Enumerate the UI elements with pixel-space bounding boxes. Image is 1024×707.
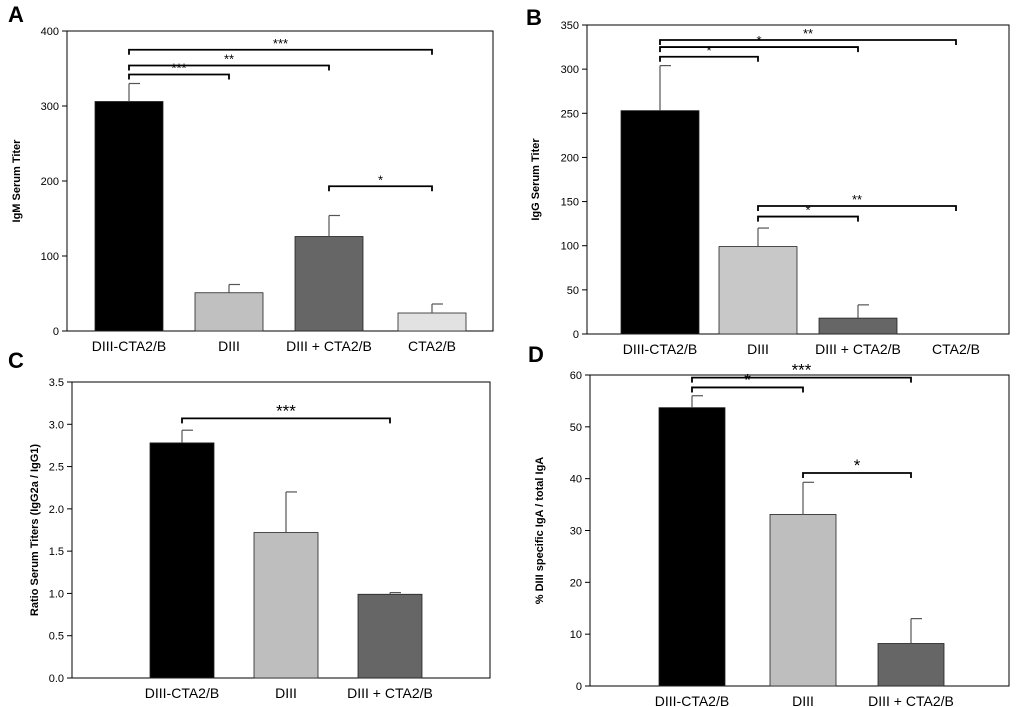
y-tick-label: 2.0: [49, 504, 64, 516]
significance-label: *: [744, 370, 751, 389]
y-tick-label: 300: [41, 101, 59, 113]
y-tick-label: 0.5: [49, 631, 64, 643]
significance-label: *: [706, 43, 711, 58]
bar: [294, 236, 364, 332]
significance-label: ***: [276, 401, 296, 420]
y-tick-label: 300: [561, 64, 579, 76]
bar: [658, 407, 726, 687]
y-axis-label: IgM Serum Titer: [11, 139, 23, 223]
category-label: DIII: [747, 341, 769, 357]
y-tick-label: 0.0: [49, 673, 64, 685]
bar: [357, 593, 423, 679]
bar: [620, 110, 700, 335]
bar: [718, 246, 798, 335]
y-tick-label: 0: [53, 326, 59, 338]
bar: [397, 312, 467, 332]
category-label: CTA2/B: [932, 341, 980, 357]
category-label: DIII + CTA2/B: [286, 338, 372, 354]
significance-bracket: [691, 386, 804, 393]
panel-d: D 0 10 20 30 40 50 60 % DIII specific IgA / tota…: [528, 342, 1010, 707]
category-label: DIII: [275, 685, 297, 701]
y-tick-label: 100: [41, 251, 59, 263]
category-label: DIII + CTA2/B: [815, 341, 901, 357]
significance-bracket: [691, 376, 912, 383]
significance-bracket: [328, 185, 433, 192]
y-tick-label: 1.0: [49, 588, 64, 600]
significance-label: **: [224, 52, 234, 67]
significance-label: ***: [792, 361, 812, 380]
significance-bracket: [128, 48, 433, 55]
bar: [877, 643, 945, 687]
y-tick-label: 0: [573, 329, 579, 341]
y-tick-label: 250: [561, 108, 579, 120]
y-tick-label: 350: [561, 20, 579, 32]
plot-frame: [586, 24, 1010, 335]
y-tick-label: 2.5: [49, 462, 64, 474]
panel-b: B 0 50 100 150 200 250 300 350 IgG Serum Titer DII…: [526, 5, 1010, 357]
bar: [94, 101, 164, 332]
category-label: DIII-CTA2/B: [145, 685, 219, 701]
significance-label: ***: [171, 61, 186, 76]
y-tick-label: 60: [570, 370, 582, 382]
y-tick-label: 30: [570, 526, 582, 538]
category-label: DIII-CTA2/B: [655, 693, 729, 707]
significance-label: *: [854, 456, 861, 475]
category-label: CTA2/B: [408, 338, 456, 354]
category-label: DIII-CTA2/B: [623, 341, 697, 357]
significance-bracket: [659, 46, 859, 53]
significance-label: *: [378, 172, 383, 187]
y-tick-label: 200: [561, 152, 579, 164]
significance-bracket: [128, 64, 330, 71]
category-label: DIII-CTA2/B: [92, 338, 166, 354]
significance-bracket: [128, 73, 230, 80]
y-tick-label: 50: [567, 285, 579, 297]
significance-bracket: [181, 417, 391, 424]
y-tick-label: 1.5: [49, 546, 64, 558]
significance-bracket: [757, 215, 859, 222]
significance-bracket: [802, 472, 912, 478]
y-tick-label: 100: [561, 241, 579, 253]
y-axis-label: % DIII specific IgA / total IgA: [534, 457, 546, 605]
bar: [149, 442, 215, 679]
y-tick-label: 40: [570, 474, 582, 486]
category-label: DIII: [792, 693, 814, 707]
panel-c: C 0.0 0.5 1.0 1.5 2.0 2.5 3.0 3.5 Ratio Serum Tit…: [8, 348, 491, 701]
significance-label: *: [805, 203, 810, 218]
bar: [769, 514, 837, 687]
y-tick-label: 400: [41, 26, 59, 38]
y-tick-label: 20: [570, 577, 582, 589]
panel-letter: A: [8, 2, 24, 27]
y-axis-label: IgG Serum Titer: [530, 138, 542, 221]
significance-label: **: [852, 192, 862, 207]
y-tick-label: 50: [570, 422, 582, 434]
significance-bracket: [757, 205, 957, 211]
y-tick-label: 3.0: [49, 419, 64, 431]
category-label: DIII + CTA2/B: [868, 693, 954, 707]
significance-label: *: [756, 33, 761, 48]
y-axis-label: Ratio Serum Titers (IgG2a / IgG1): [29, 444, 41, 617]
y-tick-label: 200: [41, 176, 59, 188]
significance-bracket: [659, 55, 759, 62]
y-tick-label: 150: [561, 197, 579, 209]
significance-bracket: [659, 39, 957, 46]
bar: [253, 532, 319, 679]
category-label: DIII + CTA2/B: [347, 685, 433, 701]
panel-a: A 0 100 200 300 400 IgM Serum Titer DIII-CTA2/B…: [8, 2, 494, 354]
significance-label: **: [803, 26, 813, 41]
panel-letter: B: [526, 5, 542, 30]
bar: [194, 292, 264, 332]
significance-label: ***: [273, 36, 288, 51]
bar: [818, 317, 898, 335]
y-tick-label: 10: [570, 629, 582, 641]
panel-letter: C: [8, 348, 24, 373]
y-tick-label: 0: [576, 681, 582, 693]
y-tick-label: 3.5: [49, 377, 64, 389]
panel-letter: D: [528, 342, 544, 367]
category-label: DIII: [218, 338, 240, 354]
